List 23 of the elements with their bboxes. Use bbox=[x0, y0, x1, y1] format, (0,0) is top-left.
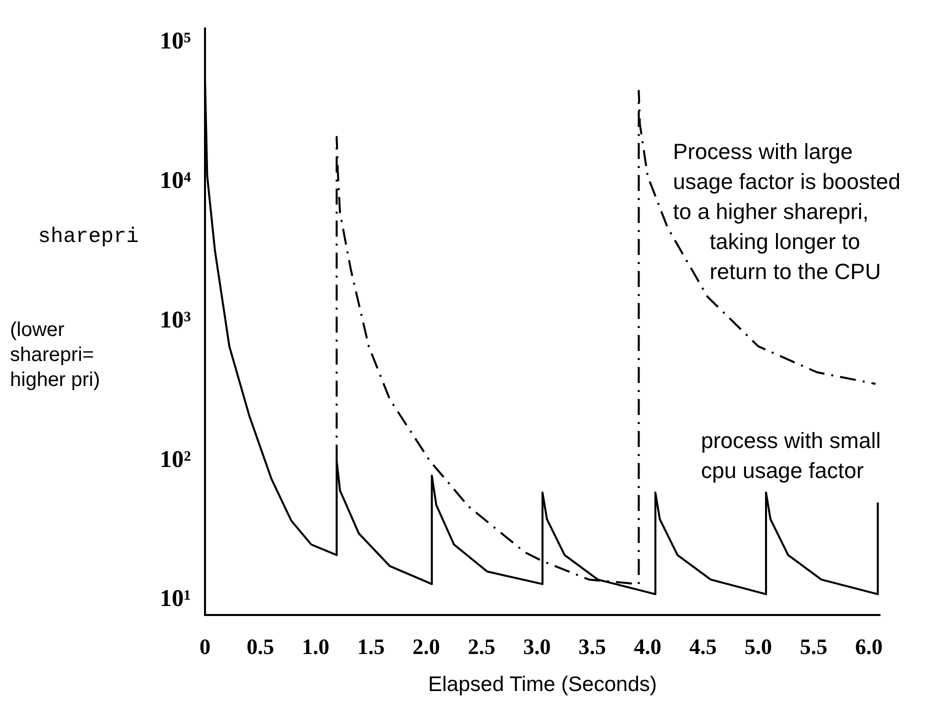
y-tick-label: 10³ bbox=[160, 307, 191, 334]
x-tick-label: 2.0 bbox=[412, 634, 440, 659]
x-tick-label: 0 bbox=[200, 634, 210, 659]
x-tick-label: 2.5 bbox=[468, 634, 496, 659]
annotation: process with small cpu usage factor bbox=[701, 427, 881, 485]
x-tick-label: 3.0 bbox=[523, 634, 551, 659]
annotation: Process with large usage factor is boosted to a higher sharepri, taking longer to return to the CPU bbox=[673, 138, 900, 286]
y-tick-label: 10⁴ bbox=[160, 168, 191, 194]
x-tick-label: 0.5 bbox=[246, 634, 274, 659]
y-axis-title: sharepri bbox=[38, 226, 139, 249]
x-axis-title: Elapsed Time (Seconds) bbox=[428, 673, 657, 696]
x-tick-label: 4.0 bbox=[634, 634, 662, 659]
y-tick-label: 10¹ bbox=[160, 586, 191, 612]
y-tick-label: 10² bbox=[160, 446, 191, 473]
x-tick-label: 5.5 bbox=[800, 634, 828, 659]
x-tick-label: 6.0 bbox=[855, 634, 883, 659]
text: (lower sharepri= higher pri) bbox=[10, 318, 100, 393]
y-tick-label: 10⁵ bbox=[160, 28, 191, 55]
x-tick-label: 4.5 bbox=[689, 634, 717, 659]
x-tick-label: 3.5 bbox=[578, 634, 606, 659]
x-tick-label: 1.5 bbox=[357, 634, 385, 659]
x-tick-label: 1.0 bbox=[302, 634, 330, 659]
x-tick-label: 5.0 bbox=[744, 634, 772, 659]
